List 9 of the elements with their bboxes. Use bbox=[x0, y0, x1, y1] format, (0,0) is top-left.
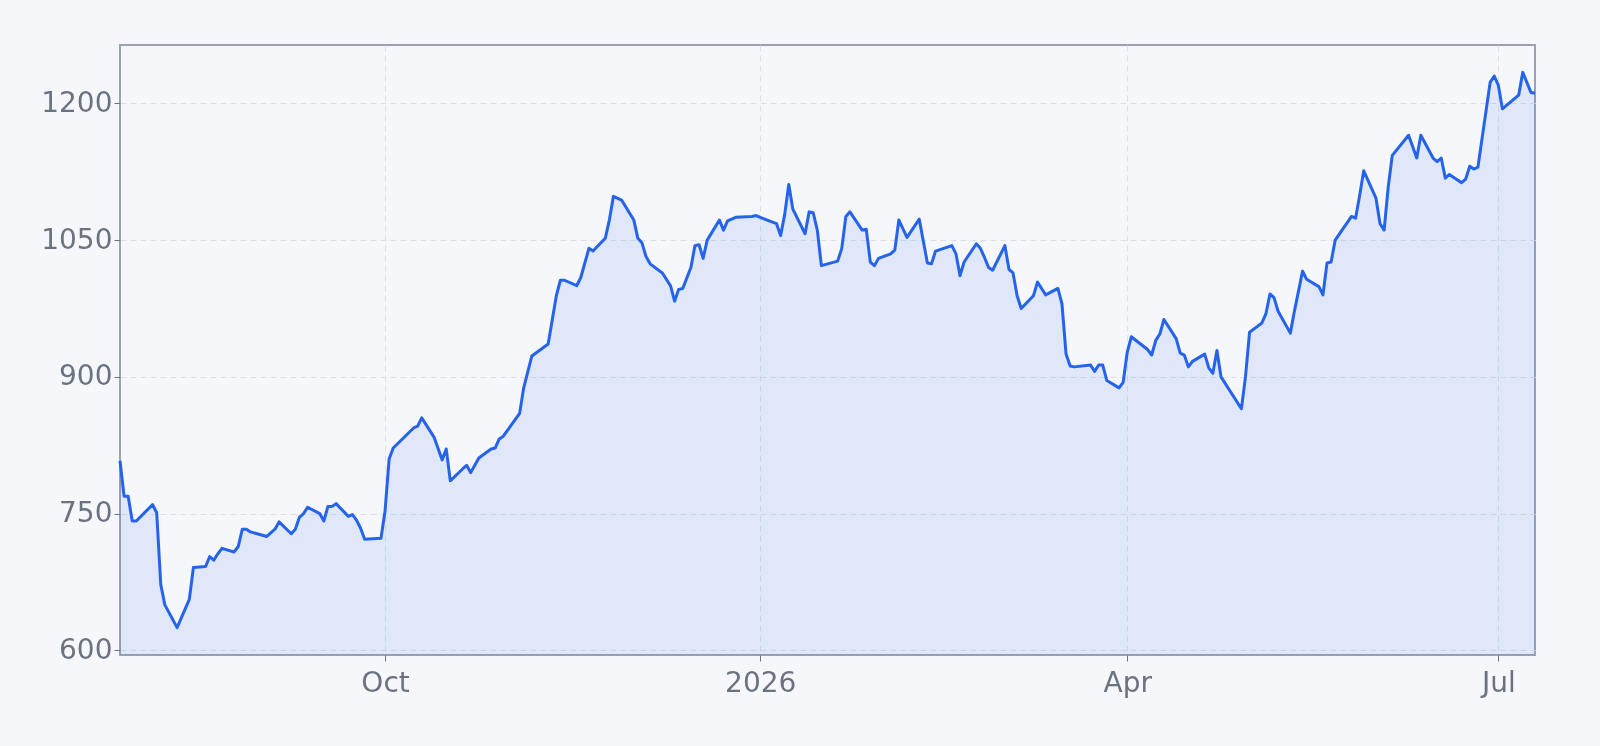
y-tick-label: 600 bbox=[59, 632, 113, 666]
y-tick-label: 750 bbox=[59, 496, 113, 530]
y-tick-label: 1200 bbox=[41, 85, 113, 119]
x-tick-label: 2026 bbox=[725, 665, 797, 699]
x-tick-label: Apr bbox=[1103, 665, 1153, 699]
x-tick-label: Jul bbox=[1479, 665, 1516, 699]
y-tick-label: 900 bbox=[59, 359, 113, 393]
x-tick-label: Oct bbox=[361, 665, 410, 699]
y-tick-label: 1050 bbox=[41, 222, 113, 256]
